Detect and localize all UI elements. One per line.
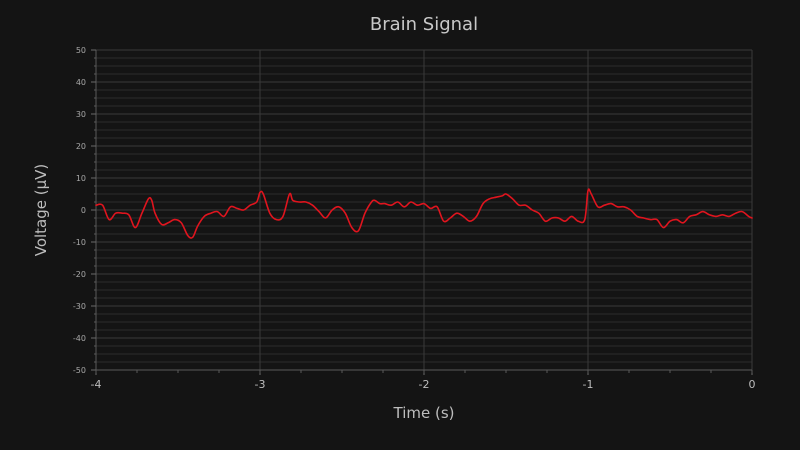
y-tick-label: 10	[76, 174, 86, 183]
y-tick-label: 30	[76, 110, 86, 119]
axes	[91, 49, 753, 375]
y-tick-label: -30	[73, 302, 86, 311]
x-tick-label: -4	[91, 378, 102, 391]
y-tick-label: -50	[73, 366, 86, 375]
y-tick-label: -20	[73, 270, 86, 279]
signal-line	[95, 188, 753, 239]
x-tick-label: -3	[255, 378, 266, 391]
y-tick-label: -40	[73, 334, 86, 343]
x-tick-labels: -4 -3 -2 -1 0	[91, 378, 756, 391]
series-group	[95, 188, 753, 239]
x-axis-label: Time (s)	[393, 404, 455, 422]
x-tick-label: -1	[583, 378, 594, 391]
chart-title: Brain Signal	[370, 14, 478, 35]
y-tick-label: 40	[76, 78, 86, 87]
y-axis-label: Voltage (µV)	[32, 164, 50, 257]
y-tick-label: 0	[81, 206, 86, 215]
y-tick-label: 50	[76, 46, 86, 55]
x-tick-label: 0	[749, 378, 756, 391]
y-tick-labels: -50 -40 -30 -20 -10 0 10 20 30 40 50	[73, 46, 86, 375]
grid-lines	[95, 49, 753, 371]
y-tick-label: 20	[76, 142, 86, 151]
y-tick-label: -10	[73, 238, 86, 247]
x-tick-label: -2	[419, 378, 430, 391]
